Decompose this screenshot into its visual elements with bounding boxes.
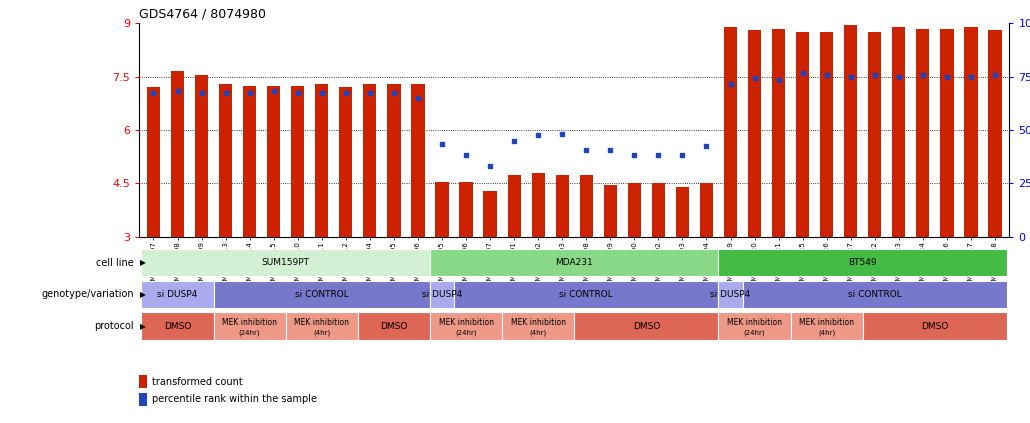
- Bar: [387, 84, 401, 237]
- Text: genotype/variation: genotype/variation: [41, 289, 134, 299]
- Bar: [748, 30, 761, 237]
- Bar: [604, 185, 617, 237]
- Text: MEK inhibition: MEK inhibition: [511, 318, 565, 327]
- Bar: [454, 281, 719, 308]
- Text: (24hr): (24hr): [239, 330, 261, 336]
- Text: si DUSP4: si DUSP4: [711, 290, 751, 299]
- Text: protocol: protocol: [95, 321, 134, 331]
- Text: (4hr): (4hr): [818, 330, 835, 336]
- Bar: [964, 27, 977, 237]
- Bar: [724, 27, 737, 237]
- Bar: [743, 281, 1007, 308]
- Bar: [574, 313, 719, 340]
- Text: MEK inhibition: MEK inhibition: [295, 318, 349, 327]
- Bar: [868, 32, 882, 237]
- Bar: [652, 184, 665, 237]
- Bar: [892, 27, 905, 237]
- Text: si DUSP4: si DUSP4: [422, 290, 462, 299]
- Bar: [989, 30, 1001, 237]
- Text: (4hr): (4hr): [529, 330, 547, 336]
- Text: MEK inhibition: MEK inhibition: [222, 318, 277, 327]
- Bar: [411, 84, 424, 237]
- Text: GDS4764 / 8074980: GDS4764 / 8074980: [139, 8, 266, 21]
- Bar: [141, 281, 213, 308]
- Bar: [580, 175, 593, 237]
- Bar: [315, 84, 329, 237]
- Text: cell line: cell line: [96, 258, 134, 268]
- Bar: [917, 29, 929, 237]
- Text: MEK inhibition: MEK inhibition: [799, 318, 854, 327]
- Text: ▶: ▶: [140, 290, 146, 299]
- Bar: [531, 173, 545, 237]
- Text: DMSO: DMSO: [921, 321, 949, 331]
- Bar: [796, 32, 810, 237]
- Bar: [147, 88, 160, 237]
- Bar: [436, 182, 449, 237]
- Text: MEK inhibition: MEK inhibition: [439, 318, 493, 327]
- Bar: [139, 375, 147, 388]
- Text: DMSO: DMSO: [380, 321, 408, 331]
- Bar: [508, 175, 521, 237]
- Text: (24hr): (24hr): [744, 330, 765, 336]
- Bar: [285, 313, 357, 340]
- Bar: [845, 25, 857, 237]
- Text: ▶: ▶: [140, 258, 146, 267]
- Bar: [555, 175, 569, 237]
- Text: transformed count: transformed count: [152, 376, 243, 387]
- Bar: [719, 313, 791, 340]
- Bar: [430, 281, 454, 308]
- Text: MEK inhibition: MEK inhibition: [727, 318, 782, 327]
- Bar: [771, 29, 785, 237]
- Bar: [357, 313, 430, 340]
- Bar: [627, 184, 641, 237]
- Bar: [291, 85, 304, 237]
- Bar: [820, 32, 833, 237]
- Bar: [699, 184, 713, 237]
- Bar: [243, 85, 256, 237]
- Text: SUM159PT: SUM159PT: [262, 258, 310, 267]
- Text: si CONTROL: si CONTROL: [848, 290, 901, 299]
- Bar: [213, 281, 430, 308]
- Bar: [719, 249, 1007, 276]
- Text: BT549: BT549: [849, 258, 878, 267]
- Bar: [430, 313, 502, 340]
- Text: si DUSP4: si DUSP4: [158, 290, 198, 299]
- Bar: [483, 191, 496, 237]
- Bar: [940, 29, 954, 237]
- Bar: [141, 313, 213, 340]
- Bar: [863, 313, 1007, 340]
- Text: si CONTROL: si CONTROL: [559, 290, 613, 299]
- Bar: [339, 88, 352, 237]
- Bar: [139, 393, 147, 406]
- Text: (24hr): (24hr): [455, 330, 477, 336]
- Text: MDA231: MDA231: [555, 258, 593, 267]
- Bar: [195, 75, 208, 237]
- Bar: [171, 71, 184, 237]
- Bar: [459, 182, 473, 237]
- Bar: [213, 313, 285, 340]
- Bar: [719, 281, 743, 308]
- Text: percentile rank within the sample: percentile rank within the sample: [152, 394, 317, 404]
- Text: DMSO: DMSO: [632, 321, 660, 331]
- Bar: [364, 84, 377, 237]
- Bar: [141, 249, 430, 276]
- Bar: [219, 84, 232, 237]
- Bar: [791, 313, 863, 340]
- Text: ▶: ▶: [140, 321, 146, 331]
- Text: DMSO: DMSO: [164, 321, 192, 331]
- Bar: [430, 249, 719, 276]
- Bar: [676, 187, 689, 237]
- Text: si CONTROL: si CONTROL: [295, 290, 348, 299]
- Bar: [502, 313, 574, 340]
- Text: (4hr): (4hr): [313, 330, 331, 336]
- Bar: [267, 85, 280, 237]
